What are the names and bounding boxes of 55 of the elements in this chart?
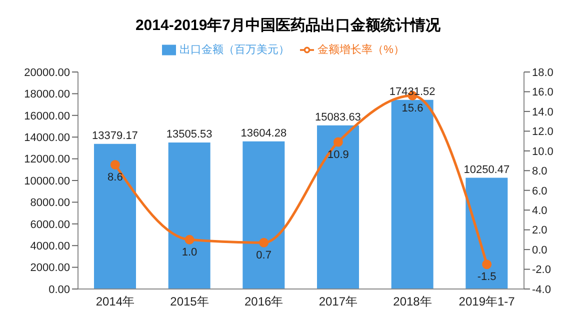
point	[333, 137, 343, 147]
y2-tick-label: 12.0	[532, 126, 554, 138]
data-label: 8.6	[108, 172, 123, 184]
point	[259, 238, 269, 248]
data-label: 10.9	[327, 148, 349, 161]
y2-tick-label: 10.0	[532, 146, 554, 158]
legend-label: 金额增长率（%）	[318, 44, 404, 56]
x-tick-label: 2014年	[96, 294, 135, 309]
data-label: 13379.17	[92, 130, 138, 142]
y-tick-label: 4000.00	[30, 240, 70, 253]
data-label: 10250.47	[464, 164, 510, 176]
data-label: 13604.28	[240, 127, 287, 140]
y2-tick-label: 0.0	[532, 244, 548, 256]
bar	[391, 100, 434, 289]
data-label: 1.0	[182, 246, 198, 258]
y-tick-label: 0.00	[48, 284, 70, 296]
legend-label: 出口金额（百万美元）	[180, 44, 290, 56]
bar	[466, 178, 508, 289]
x-tick-label: 2017年	[318, 294, 358, 309]
y2-tick-label: 6.0	[532, 185, 548, 198]
y2-tick-label: 2.0	[532, 224, 548, 237]
y2-tick-label: 4.0	[532, 204, 548, 217]
y2-tick-label: -2.0	[532, 264, 551, 276]
point	[482, 260, 492, 270]
y-tick-label: 10000.00	[24, 175, 70, 188]
chart-title: 2014-2019年7月中国医药品出口金额统计情况	[134, 16, 442, 36]
y-tick-label: 12000.00	[24, 154, 70, 166]
y-tick-label: 14000.00	[24, 132, 70, 144]
x-tick-label: 2015年	[170, 294, 209, 309]
y-tick-label: 16000.00	[24, 110, 70, 122]
y2-tick-label: -4.0	[532, 284, 551, 296]
bar	[317, 125, 359, 289]
point	[184, 234, 194, 244]
bar	[168, 142, 210, 289]
y-tick-label: 6000.00	[30, 218, 70, 231]
data-label: -1.5	[477, 271, 496, 284]
y-tick-label: 20000.00	[24, 66, 70, 79]
data-label: 13505.53	[166, 128, 212, 140]
data-label: 0.7	[256, 249, 272, 262]
y-tick-label: 2000.00	[30, 262, 70, 274]
point	[110, 160, 120, 170]
x-tick-label: 2019年1-7	[458, 294, 516, 309]
y-tick-label: 18000.00	[24, 88, 70, 101]
y2-tick-label: 16.0	[532, 86, 554, 99]
x-tick-label: 2016年	[244, 294, 284, 309]
bar	[242, 141, 285, 289]
data-label: 15.6	[402, 102, 424, 114]
y-tick-label: 8000.00	[30, 197, 70, 210]
y2-tick-label: 14.0	[532, 106, 554, 118]
bar	[94, 144, 136, 289]
data-label: 15083.63	[315, 111, 361, 124]
x-tick-label: 2018年	[393, 294, 432, 309]
data-label: 17431.52	[389, 86, 436, 98]
y2-tick-label: 8.0	[532, 166, 548, 178]
y2-tick-label: 18.0	[532, 66, 554, 79]
